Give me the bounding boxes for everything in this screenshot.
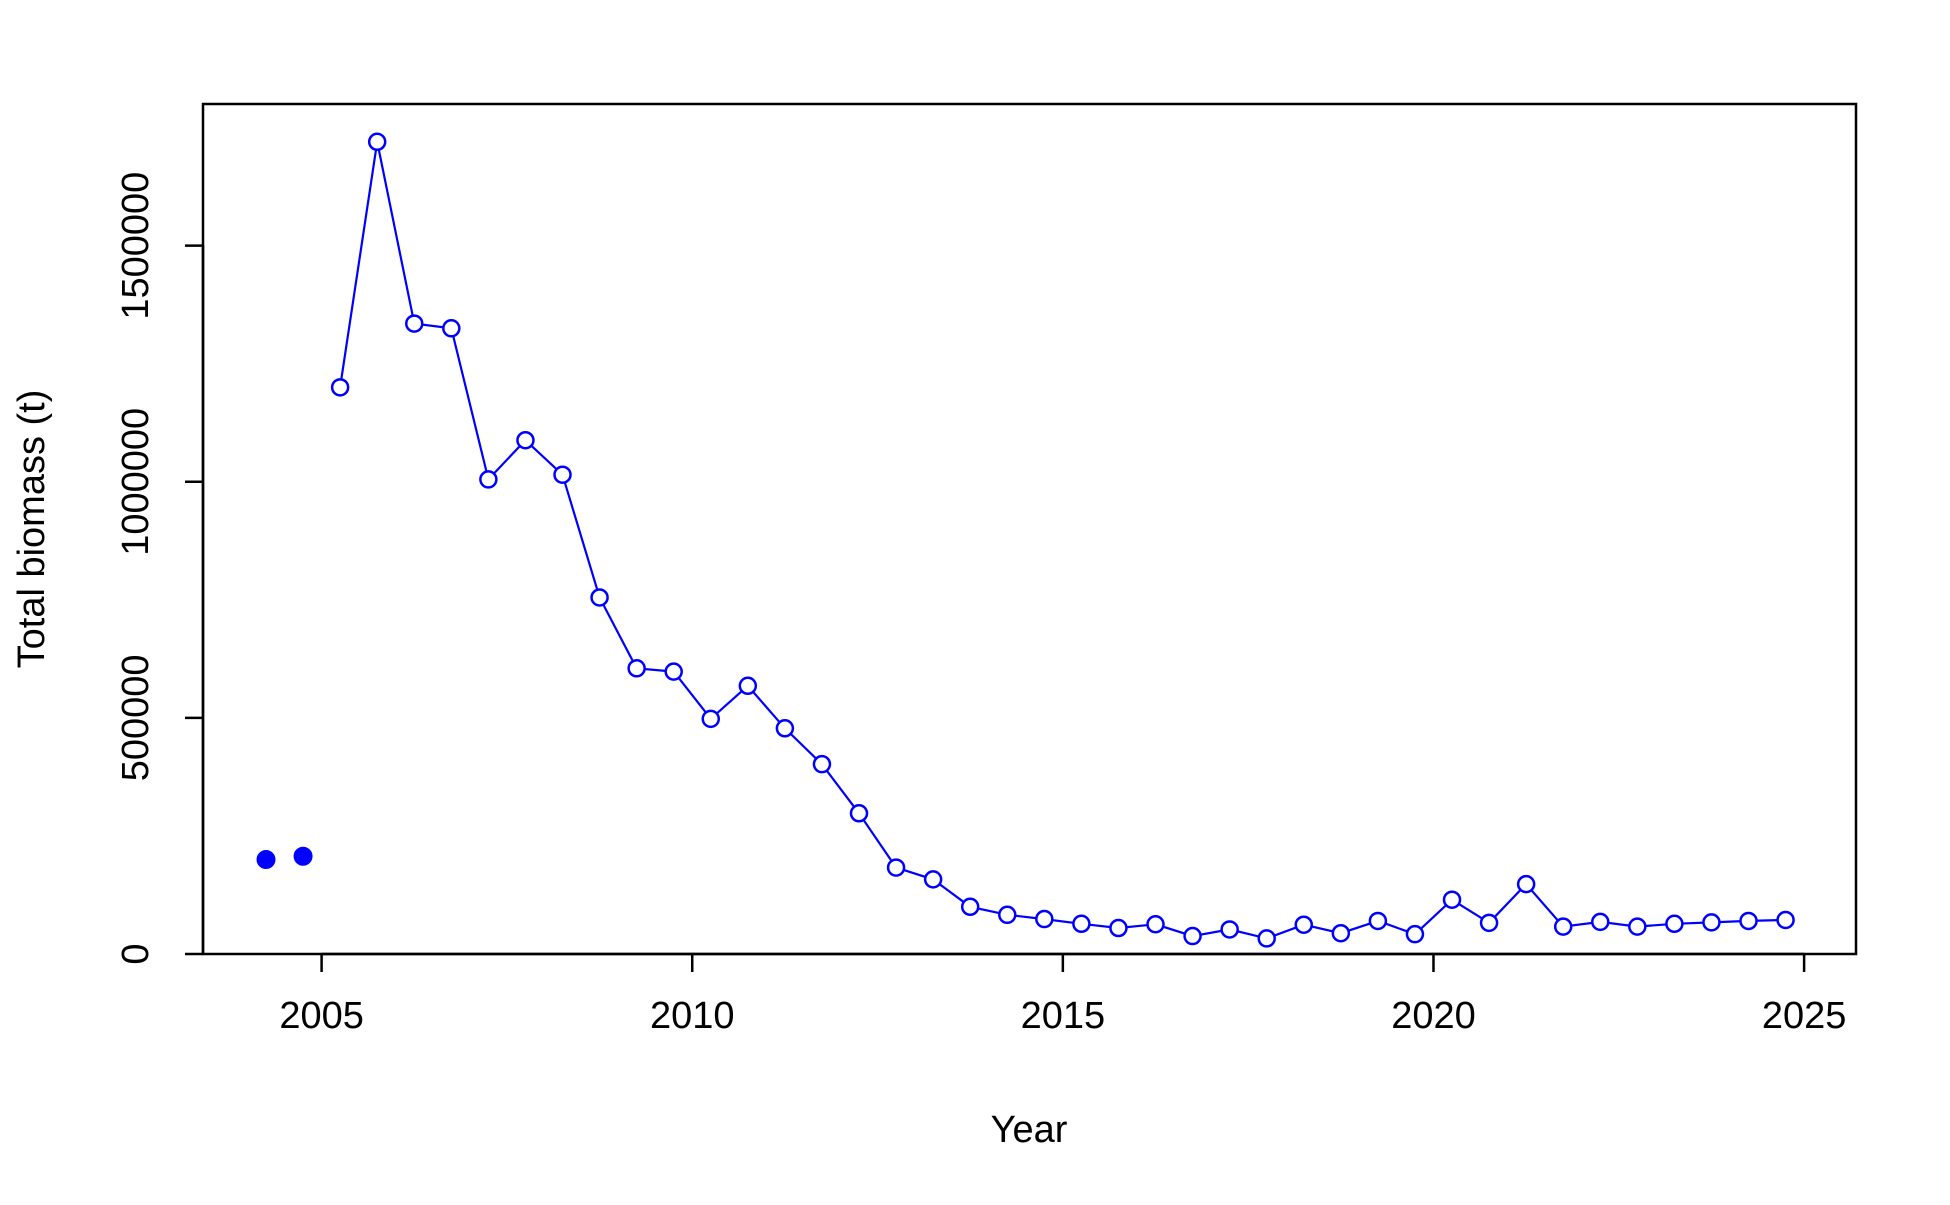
x-tick-label: 2010: [650, 995, 735, 1037]
data-point: [738, 676, 758, 696]
data-point: [1479, 913, 1499, 933]
x-tick-label: 2015: [1021, 995, 1106, 1037]
y-axis: 0 500000 1000000 1500000: [115, 172, 205, 965]
y-tick-label: 1000000: [115, 408, 157, 556]
data-point: [998, 905, 1017, 925]
data-point: [1516, 874, 1536, 894]
data-point: [1553, 917, 1573, 936]
data-point: [590, 588, 609, 607]
data-point: [516, 430, 535, 450]
x-axis-title: Year: [991, 1109, 1068, 1151]
x-axis: 2005 2010 2015 2020 2025: [279, 952, 1847, 1037]
y-tick-label: 0: [115, 943, 157, 964]
data-point: [553, 465, 572, 484]
data-point: [1442, 890, 1462, 909]
data-point: [960, 897, 980, 917]
data-point-filled: [293, 846, 313, 866]
data-point: [330, 378, 350, 397]
data-point: [849, 804, 869, 823]
data-point: [1220, 920, 1239, 939]
data-point: [627, 659, 646, 678]
data-point: [664, 662, 683, 681]
data-point: [1331, 923, 1351, 943]
data-point: [1035, 909, 1054, 929]
data-point: [1405, 924, 1425, 944]
data-point: [1109, 918, 1128, 938]
data-point: [405, 314, 424, 333]
x-tick-label: 2005: [279, 995, 364, 1037]
data-point: [1702, 913, 1721, 932]
data-point: [1146, 915, 1165, 934]
x-tick-label: 2025: [1762, 995, 1847, 1037]
data-point: [812, 754, 832, 774]
data-point: [1257, 929, 1276, 948]
data-point: [1665, 914, 1684, 934]
data-point: [479, 470, 498, 489]
data-point: [442, 319, 461, 338]
data-point: [701, 709, 721, 729]
plot-frame: [201, 102, 1858, 956]
data-point: [1591, 912, 1610, 932]
data-point: [1183, 926, 1202, 946]
data-point: [1072, 914, 1091, 934]
series-layer: [256, 132, 1795, 948]
series-line: [339, 141, 1786, 940]
y-tick-label: 1500000: [115, 172, 157, 320]
data-point: [1368, 911, 1388, 931]
data-point: [886, 858, 906, 877]
y-axis-title: Total biomass (t): [11, 390, 53, 669]
data-point: [775, 719, 795, 738]
data-point: [1739, 911, 1758, 931]
data-point-filled: [256, 850, 276, 870]
data-point: [1776, 910, 1795, 930]
y-tick-label: 500000: [115, 654, 157, 781]
data-point: [367, 132, 387, 152]
data-point: [1628, 917, 1647, 936]
data-point: [923, 870, 943, 889]
x-tick-label: 2020: [1391, 995, 1476, 1037]
data-point: [1294, 915, 1314, 934]
